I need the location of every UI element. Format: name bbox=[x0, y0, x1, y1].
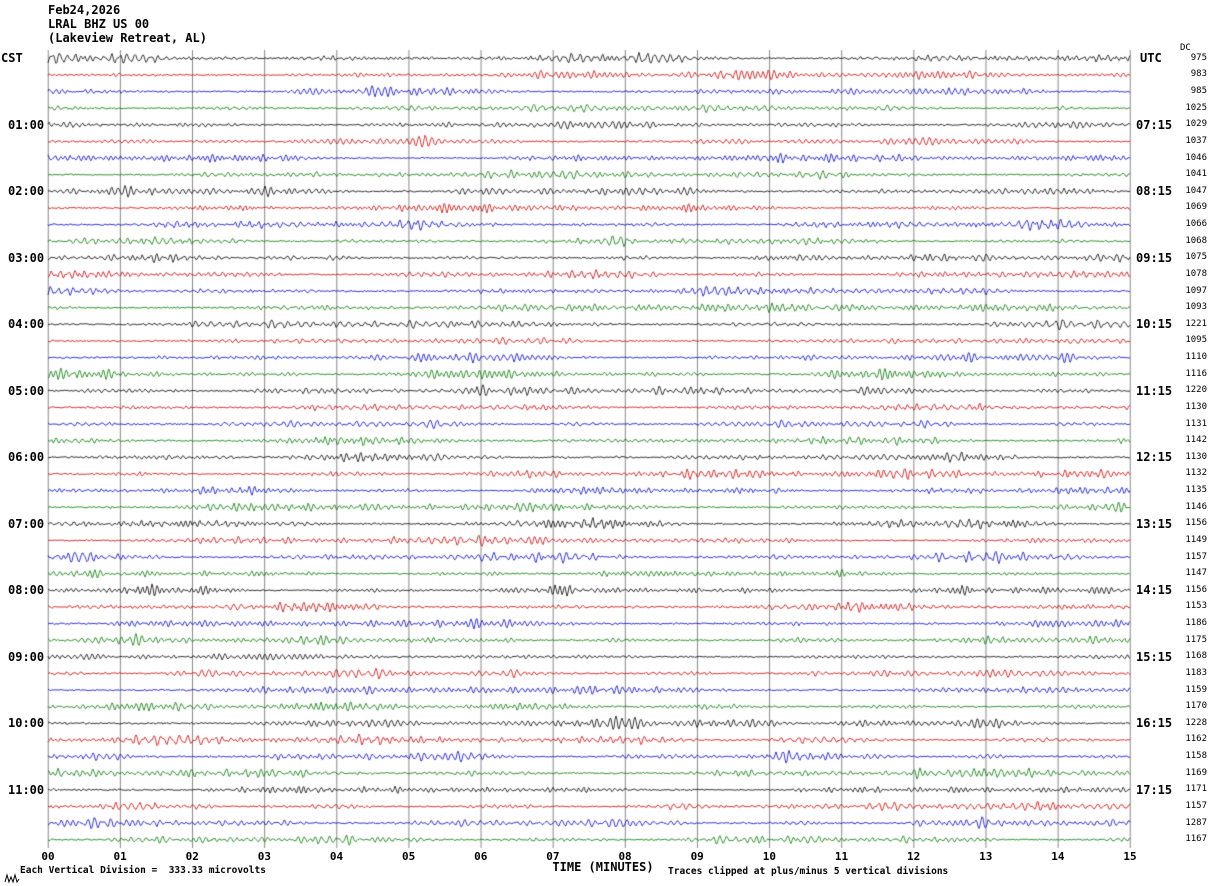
corner-squiggle-mark bbox=[4, 873, 20, 884]
dc-offset-value: 1169 bbox=[1185, 767, 1207, 778]
right-hour-label: 08:15 bbox=[1136, 184, 1173, 199]
dc-offset-value: 1097 bbox=[1185, 285, 1207, 296]
left-hour-label: 03:00 bbox=[8, 250, 45, 265]
dc-offset-value: 1066 bbox=[1185, 219, 1207, 230]
x-tick-label: 08 bbox=[618, 850, 632, 863]
left-hour-label: 04:00 bbox=[8, 317, 45, 332]
dc-offset-value: 1228 bbox=[1185, 717, 1207, 728]
dc-offset-value: 985 bbox=[1190, 86, 1207, 97]
dc-offset-value: 1131 bbox=[1185, 418, 1207, 429]
dc-offset-value: 1168 bbox=[1185, 651, 1207, 662]
right-hour-label: 15:15 bbox=[1136, 649, 1173, 664]
left-hour-label: 06:00 bbox=[8, 450, 45, 465]
dc-offset-value: 1110 bbox=[1185, 352, 1207, 363]
dc-offset-value: 1078 bbox=[1185, 268, 1207, 279]
scale-note: Each Vertical Division = 333.33 microvol… bbox=[20, 865, 266, 876]
right-hour-label: 09:15 bbox=[1136, 250, 1173, 265]
dc-offset-value: 1287 bbox=[1185, 817, 1207, 828]
dc-offset-value: 1068 bbox=[1185, 235, 1207, 246]
dc-offset-value: 1116 bbox=[1185, 368, 1207, 379]
dc-offset-value: 1142 bbox=[1185, 435, 1207, 446]
station-label: LRAL BHZ US 00 bbox=[48, 17, 150, 31]
x-axis-title: TIME (MINUTES) bbox=[552, 860, 654, 874]
x-tick-label: 14 bbox=[1051, 850, 1065, 863]
dc-offset-value: 1167 bbox=[1185, 834, 1207, 845]
dc-offset-value: 1170 bbox=[1185, 701, 1207, 712]
dc-offset-value: 1130 bbox=[1185, 401, 1207, 412]
right-hour-label: 10:15 bbox=[1136, 317, 1173, 332]
x-tick-label: 15 bbox=[1123, 850, 1137, 863]
dc-offset-value: 1157 bbox=[1185, 551, 1207, 562]
left-hour-label: 05:00 bbox=[8, 383, 45, 398]
dc-offset-value: 1162 bbox=[1185, 734, 1207, 745]
left-hour-label: 09:00 bbox=[8, 649, 45, 664]
right-hour-label: 14:15 bbox=[1136, 583, 1173, 598]
dc-offset-value: 1157 bbox=[1185, 800, 1207, 811]
dc-offset-value: 1047 bbox=[1185, 185, 1207, 196]
dc-offset-value: 1130 bbox=[1185, 451, 1207, 462]
dc-offset-value: 1159 bbox=[1185, 684, 1207, 695]
right-timezone-label: UTC bbox=[1140, 51, 1162, 65]
date-label: Feb24,2026 bbox=[48, 3, 121, 17]
dc-offset-value: 1037 bbox=[1185, 135, 1207, 146]
dc-offset-value: 1147 bbox=[1185, 568, 1207, 579]
dc-offset-value: 1183 bbox=[1185, 667, 1207, 678]
right-hour-label: 13:15 bbox=[1136, 516, 1173, 531]
left-hour-label: 10:00 bbox=[8, 716, 45, 731]
x-tick-label: 04 bbox=[329, 850, 344, 863]
x-tick-label: 00 bbox=[41, 850, 55, 863]
right-hour-label: 12:15 bbox=[1136, 450, 1173, 465]
dc-offset-value: 1156 bbox=[1185, 584, 1207, 595]
dc-offset-value: 975 bbox=[1190, 52, 1207, 63]
x-tick-label: 12 bbox=[906, 850, 921, 863]
x-tick-label: 01 bbox=[113, 850, 127, 863]
dc-offset-value: 983 bbox=[1190, 69, 1207, 80]
right-hour-label: 16:15 bbox=[1136, 716, 1173, 731]
dc-offset-value: 1171 bbox=[1185, 784, 1207, 795]
dc-column-header: DC bbox=[1180, 43, 1191, 53]
dc-offset-value: 1156 bbox=[1185, 518, 1207, 529]
left-timezone-label: CST bbox=[1, 51, 23, 65]
x-tick-label: 10 bbox=[762, 850, 776, 863]
right-hour-label: 07:15 bbox=[1136, 117, 1173, 132]
x-tick-label: 07 bbox=[546, 850, 560, 863]
left-hour-label: 02:00 bbox=[8, 184, 45, 199]
dc-offset-value: 1149 bbox=[1185, 534, 1207, 545]
dc-offset-value: 1186 bbox=[1185, 618, 1207, 629]
dc-offset-value: 1025 bbox=[1185, 102, 1207, 113]
x-tick-label: 13 bbox=[979, 850, 993, 863]
dc-offset-value: 1095 bbox=[1185, 335, 1207, 346]
dc-offset-value: 1153 bbox=[1185, 601, 1207, 612]
dc-offset-value: 1175 bbox=[1185, 634, 1207, 645]
left-hour-label: 07:00 bbox=[8, 516, 45, 531]
dc-offset-value: 1069 bbox=[1185, 202, 1207, 213]
right-hour-label: 17:15 bbox=[1136, 782, 1173, 797]
dc-offset-value: 1220 bbox=[1185, 385, 1207, 396]
x-tick-label: 11 bbox=[834, 850, 849, 863]
dc-offset-value: 1132 bbox=[1185, 468, 1207, 479]
dc-offset-value: 1135 bbox=[1185, 485, 1207, 496]
location-label: (Lakeview Retreat, AL) bbox=[48, 31, 207, 45]
x-tick-label: 06 bbox=[474, 850, 488, 863]
dc-offset-value: 1029 bbox=[1185, 119, 1207, 130]
left-hour-label: 11:00 bbox=[8, 782, 45, 797]
right-hour-label: 11:15 bbox=[1136, 383, 1173, 398]
dc-offset-value: 1093 bbox=[1185, 302, 1207, 313]
dc-offset-value: 1075 bbox=[1185, 252, 1207, 263]
dc-offset-value: 1041 bbox=[1185, 169, 1207, 180]
x-tick-label: 03 bbox=[257, 850, 272, 863]
dc-offset-value: 1046 bbox=[1185, 152, 1207, 163]
dc-offset-value: 1146 bbox=[1185, 501, 1207, 512]
dc-offset-value: 1158 bbox=[1185, 751, 1207, 762]
clip-note: Traces clipped at plus/minus 5 vertical … bbox=[668, 866, 949, 877]
x-tick-label: 02 bbox=[185, 850, 199, 863]
left-hour-label: 08:00 bbox=[8, 583, 45, 598]
x-tick-label: 09 bbox=[690, 850, 704, 863]
left-hour-label: 01:00 bbox=[8, 117, 45, 132]
header: Feb24,2026 LRAL BHZ US 00 (Lakeview Retr… bbox=[48, 3, 207, 45]
dc-offset-value: 1221 bbox=[1185, 318, 1207, 329]
x-tick-label: 05 bbox=[402, 850, 416, 863]
